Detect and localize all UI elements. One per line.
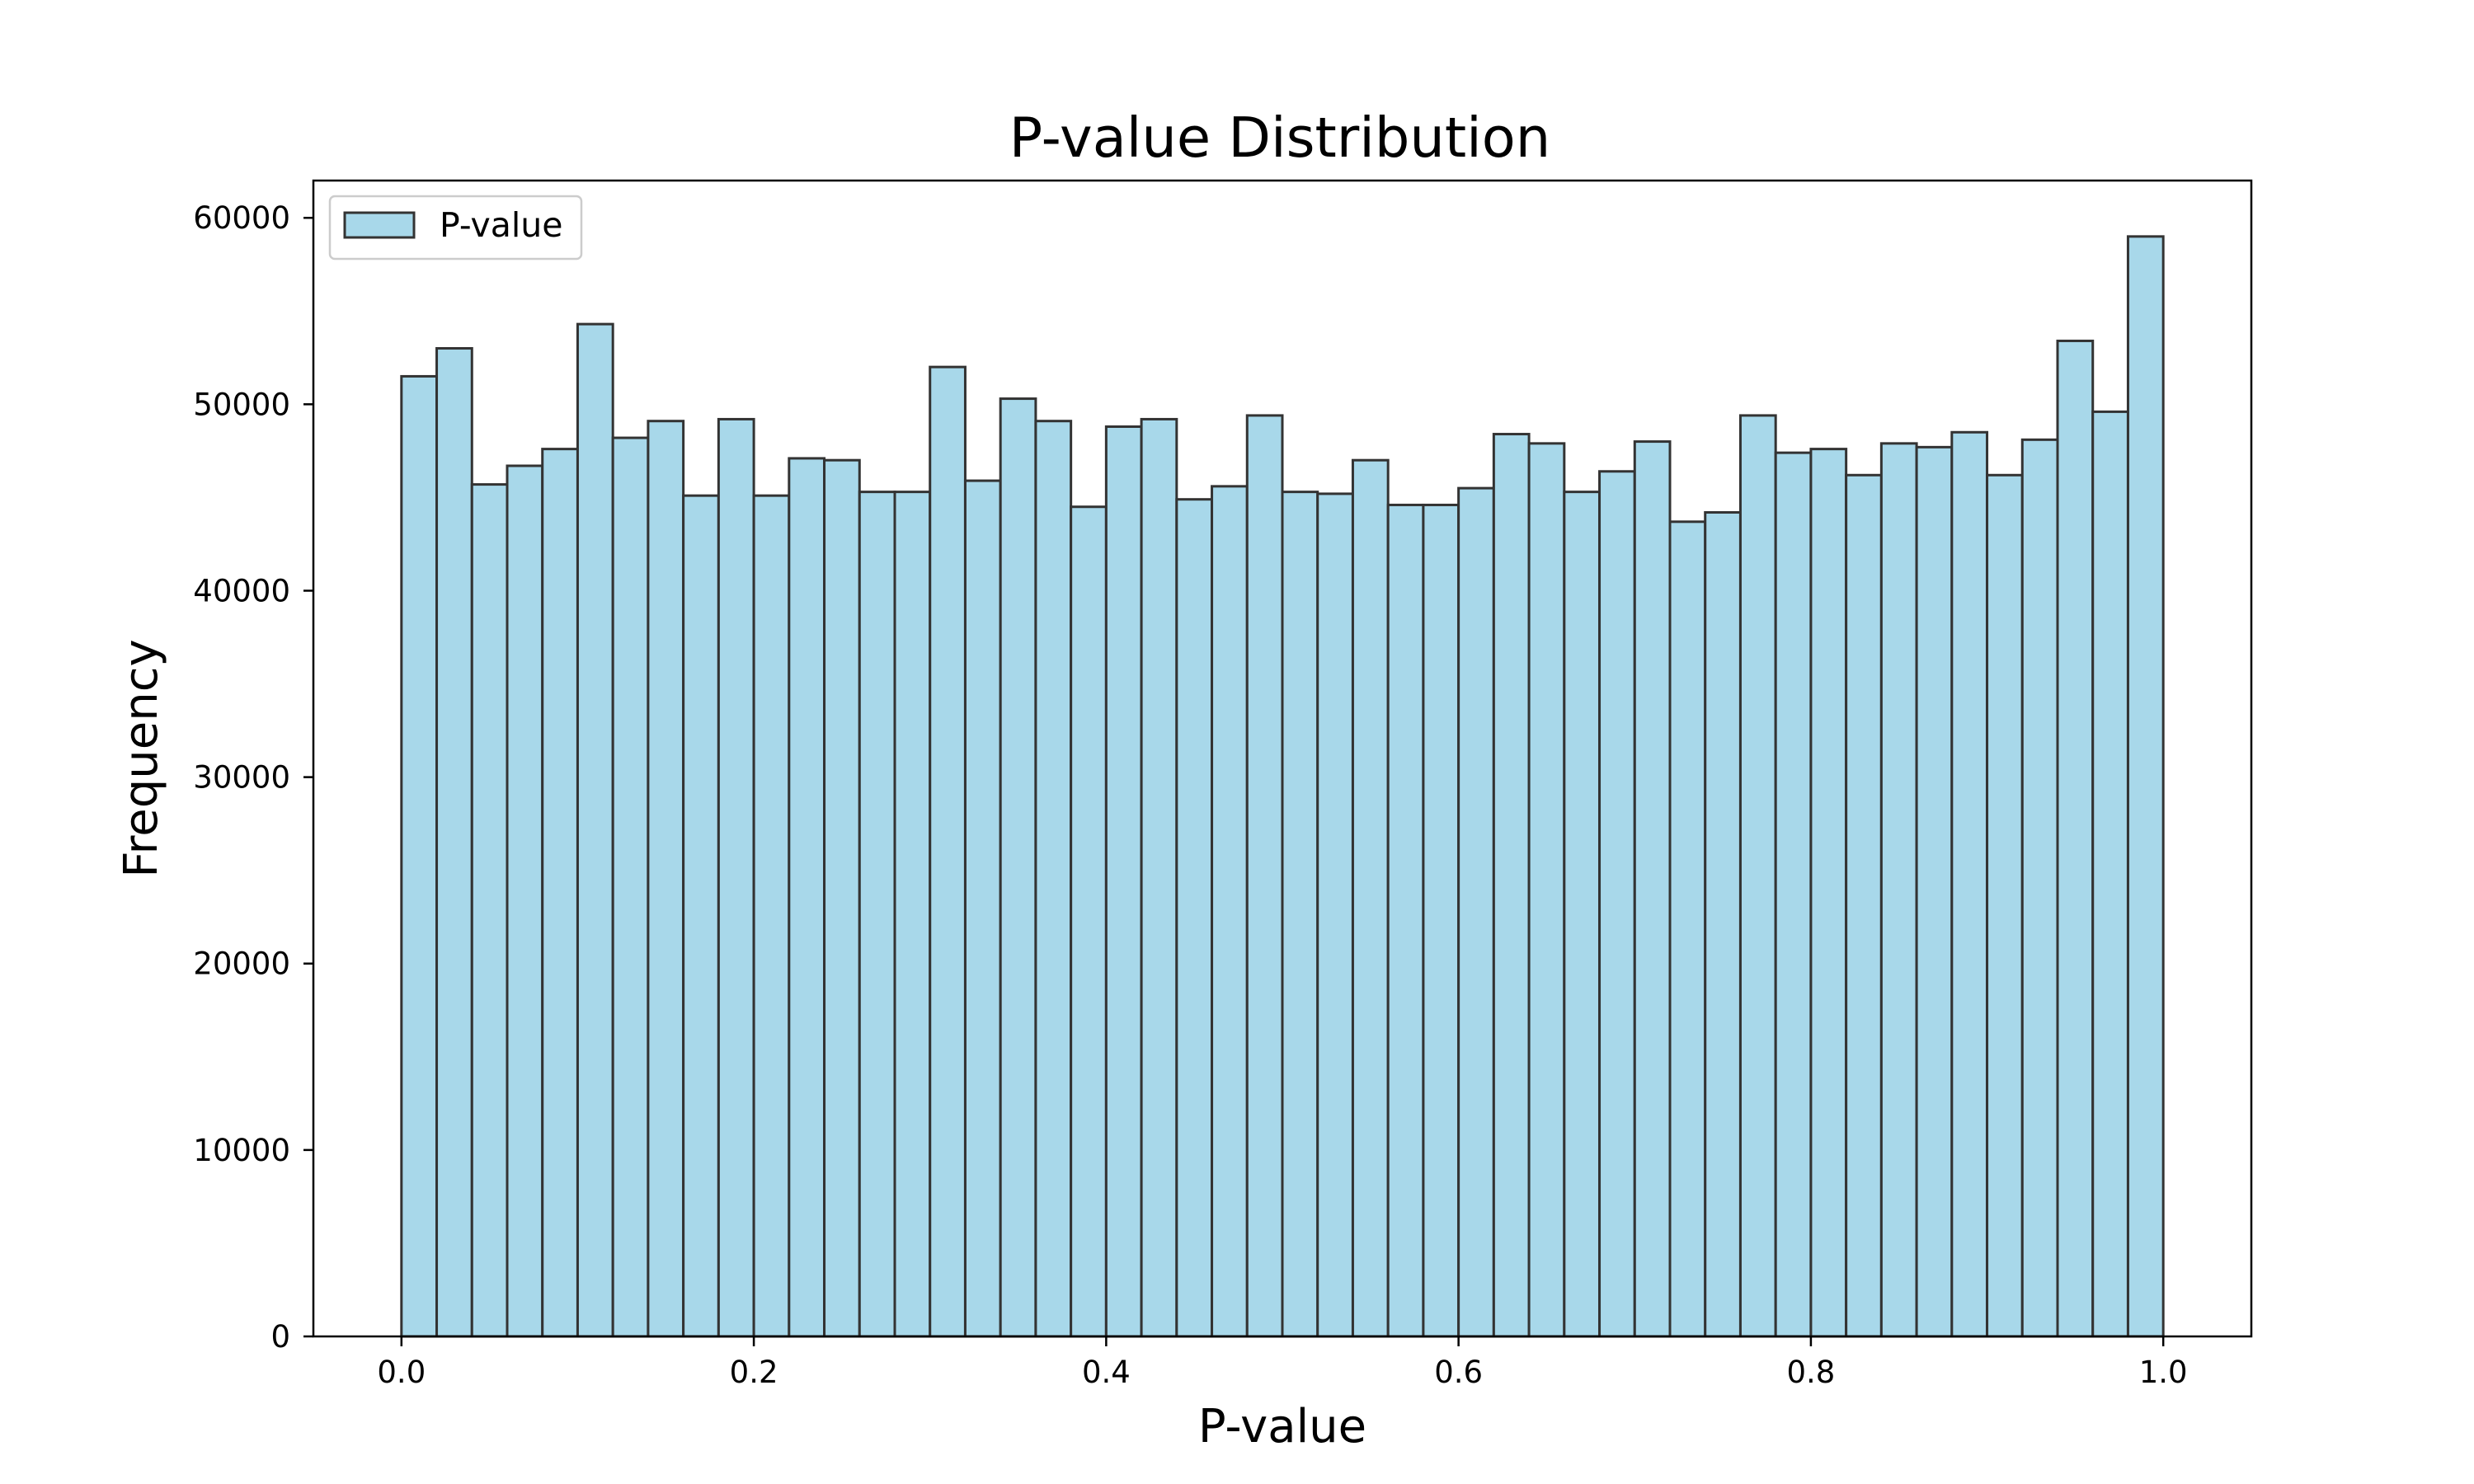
histogram-bar bbox=[999, 397, 1037, 1338]
histogram-bar bbox=[541, 448, 579, 1338]
histogram-bar bbox=[682, 494, 720, 1338]
histogram-bar bbox=[611, 436, 650, 1338]
x-tick-label: 0.4 bbox=[1082, 1355, 1131, 1390]
histogram-bar bbox=[1351, 458, 1390, 1338]
y-tick-label: 50000 bbox=[193, 387, 290, 422]
histogram-bar bbox=[647, 420, 685, 1338]
x-axis-ticks: 0.0 0.2 0.4 0.6 0.8 1.0 bbox=[377, 1336, 2188, 1390]
histogram-bar bbox=[1104, 425, 1143, 1338]
histogram-bar bbox=[1986, 473, 2024, 1338]
histogram-bar bbox=[1140, 417, 1178, 1338]
histogram-bar bbox=[1422, 503, 1460, 1338]
histogram-bar bbox=[1845, 473, 1883, 1338]
histogram-bar bbox=[1386, 503, 1425, 1338]
y-axis-ticks: 0 10000 20000 30000 40000 50000 60000 bbox=[193, 200, 313, 1355]
histogram-bar bbox=[1668, 520, 1707, 1338]
histogram-bar bbox=[1809, 448, 1848, 1338]
histogram-bar bbox=[1633, 440, 1672, 1338]
histogram-bar bbox=[1211, 485, 1249, 1338]
histogram-bar bbox=[1070, 505, 1108, 1338]
histogram-bar bbox=[893, 491, 932, 1338]
histogram-bar bbox=[576, 322, 614, 1338]
histogram-bar bbox=[1281, 491, 1319, 1338]
x-axis-label: P-value bbox=[1198, 1400, 1366, 1453]
y-tick-label: 40000 bbox=[193, 573, 290, 608]
plot-frame bbox=[312, 179, 2253, 1338]
histogram-bar bbox=[858, 491, 896, 1338]
histogram-bar bbox=[506, 464, 544, 1338]
histogram-bar bbox=[1598, 470, 1636, 1338]
histogram-bar bbox=[2126, 235, 2165, 1338]
x-tick-label: 0.8 bbox=[1786, 1355, 1835, 1390]
histogram-bar bbox=[929, 365, 967, 1338]
histogram-bar bbox=[470, 483, 509, 1338]
histogram-bar bbox=[1704, 511, 1742, 1338]
histogram-bar bbox=[1316, 492, 1354, 1338]
histogram-bar bbox=[963, 479, 1002, 1338]
x-tick-label: 0.2 bbox=[730, 1355, 778, 1390]
histogram-bar bbox=[1492, 433, 1531, 1338]
histogram-bar bbox=[1457, 486, 1495, 1338]
histogram-bar bbox=[1738, 414, 1777, 1338]
chart-title: P-value Distribution bbox=[1009, 106, 1551, 170]
histogram-bar bbox=[2056, 339, 2095, 1338]
histogram-bar bbox=[1527, 442, 1566, 1338]
histogram-bar bbox=[1034, 420, 1073, 1338]
histogram-bar bbox=[1245, 414, 1284, 1338]
legend-swatch bbox=[343, 211, 416, 239]
histogram-bar bbox=[1950, 430, 1989, 1338]
histogram-bar bbox=[717, 417, 755, 1338]
y-tick-label: 10000 bbox=[193, 1133, 290, 1168]
legend-label: P-value bbox=[440, 205, 563, 245]
y-tick-label: 0 bbox=[270, 1319, 290, 1355]
histogram-bar bbox=[1175, 498, 1214, 1338]
histogram-bar bbox=[1774, 451, 1813, 1338]
x-tick-label: 1.0 bbox=[2139, 1355, 2188, 1390]
bars-group bbox=[400, 235, 2165, 1338]
y-tick-label: 20000 bbox=[193, 946, 290, 982]
legend: P-value bbox=[328, 195, 583, 261]
y-axis-label: Frequency bbox=[115, 639, 168, 877]
histogram-bar bbox=[788, 457, 826, 1338]
histogram-bar bbox=[2091, 410, 2129, 1338]
histogram-bar bbox=[752, 494, 791, 1338]
y-tick-label: 60000 bbox=[193, 200, 290, 236]
histogram-bar bbox=[1915, 445, 1954, 1338]
y-tick-label: 30000 bbox=[193, 760, 290, 796]
histogram-bar bbox=[823, 458, 861, 1338]
histogram-bar bbox=[435, 347, 473, 1338]
histogram-bar bbox=[2020, 438, 2059, 1338]
histogram-bar bbox=[1563, 491, 1602, 1338]
histogram-bar bbox=[1879, 442, 1918, 1338]
x-tick-label: 0.0 bbox=[377, 1355, 426, 1390]
x-tick-label: 0.6 bbox=[1434, 1355, 1483, 1390]
histogram-bar bbox=[400, 374, 439, 1338]
